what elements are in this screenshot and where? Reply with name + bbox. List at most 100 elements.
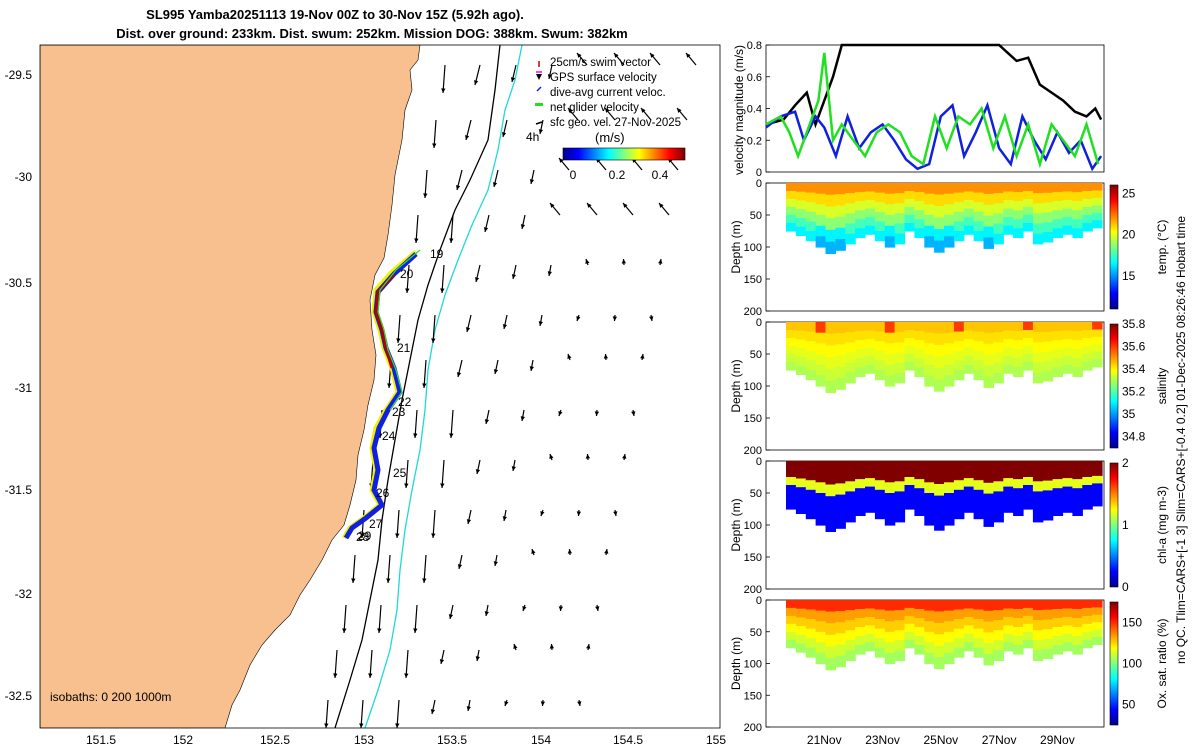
section-cell [1072,636,1083,646]
section-cell [884,503,896,515]
section-cell [874,211,886,222]
section-cell [815,493,827,505]
section-cell [1003,200,1014,210]
section-cell [924,642,935,654]
section-cell [914,645,925,655]
section-cell [953,470,965,481]
section-cell [815,631,827,643]
section-cell [993,491,1004,503]
section-cell [963,208,975,218]
section-cell [983,493,994,506]
section-cell [1092,351,1103,360]
section-cell [904,207,915,216]
section-cell [934,356,945,369]
velocity-arrow-head [475,656,480,661]
section-cell [1032,362,1044,374]
section-cell [1092,490,1103,499]
velocity-arrow-head [377,628,382,633]
section-cell [963,191,975,201]
section-cell [855,349,866,359]
section-cell [1082,493,1093,502]
section-cell [924,503,935,515]
section-cell [1013,488,1024,498]
section-cell [894,511,906,523]
colorbar-tick-label: 35.2 [1122,385,1146,399]
section-cell [845,640,856,651]
section-cell [953,619,965,630]
section-cell [953,211,965,222]
map-x-tick: 152.5 [260,733,290,747]
isobath-200 [334,45,501,728]
section-cell [894,481,906,492]
velocity-arrow [432,314,436,344]
section-cell [944,215,955,227]
section-cell [963,217,975,227]
section-cell [934,484,945,497]
section-cell [1023,631,1034,641]
section-cell [973,499,985,510]
section-cell [1032,223,1044,235]
depth-tick-label: 100 [744,520,762,532]
section-cell [983,365,994,377]
map-frame [39,44,721,729]
section-cell [1072,219,1083,229]
section-cell [944,354,955,366]
section-cell [1032,342,1044,353]
map-x-tick: 151.5 [86,733,116,747]
velocity-arrow-head [342,628,347,633]
section-cell [1042,490,1054,501]
section-cell [884,322,896,334]
section-cell [1062,183,1073,193]
section-cell [845,233,856,245]
section-cell [1082,330,1093,339]
section-cell [924,332,935,344]
section-cell [934,622,945,635]
section-cell [825,368,836,382]
section-cell [1072,192,1083,202]
section-cell [934,518,945,531]
section-cell [1013,627,1024,637]
section-cell [1092,344,1103,353]
section-cell [983,237,994,249]
section-cell [865,322,876,332]
section-cell [845,322,856,333]
velocity-arrow [441,459,445,489]
section-cell [874,192,886,203]
section-cell [993,600,1004,611]
section-cell [855,201,866,211]
section-cell [894,372,906,384]
section-cell [963,461,975,471]
section-cell [904,338,915,347]
section-cell [944,600,955,612]
velocity-arrow-head [612,316,618,321]
velocity-arrow-head [529,366,534,371]
section-cell [1042,609,1054,620]
section-cell [993,183,1004,194]
velocity-arrow-head [324,723,329,728]
section-cell [795,504,807,514]
section-cell [815,461,827,473]
velocity-arrow-head [440,483,445,488]
section-cell [973,647,985,658]
section-cell [786,338,797,347]
map-y-tick: -31.5 [5,483,33,497]
section-cell [1092,190,1103,199]
section-cell [815,610,827,622]
section-cell [993,471,1004,482]
section-cell [865,347,876,357]
section-cell [1052,609,1064,619]
section-cell [815,322,827,334]
colorbar-tick-label: 15 [1122,269,1136,283]
velocity-arrow-head [423,193,428,198]
section-cell [845,481,856,492]
section-cell [815,332,827,344]
section-cell [1072,210,1083,220]
section-cell [805,609,817,620]
velocity-arrow-head [640,354,645,359]
section-cell [1003,322,1014,332]
section-cell [855,488,866,498]
section-cell [963,200,975,210]
section-cell [953,331,965,342]
section-cell [1082,346,1093,355]
section-cell [845,461,856,472]
